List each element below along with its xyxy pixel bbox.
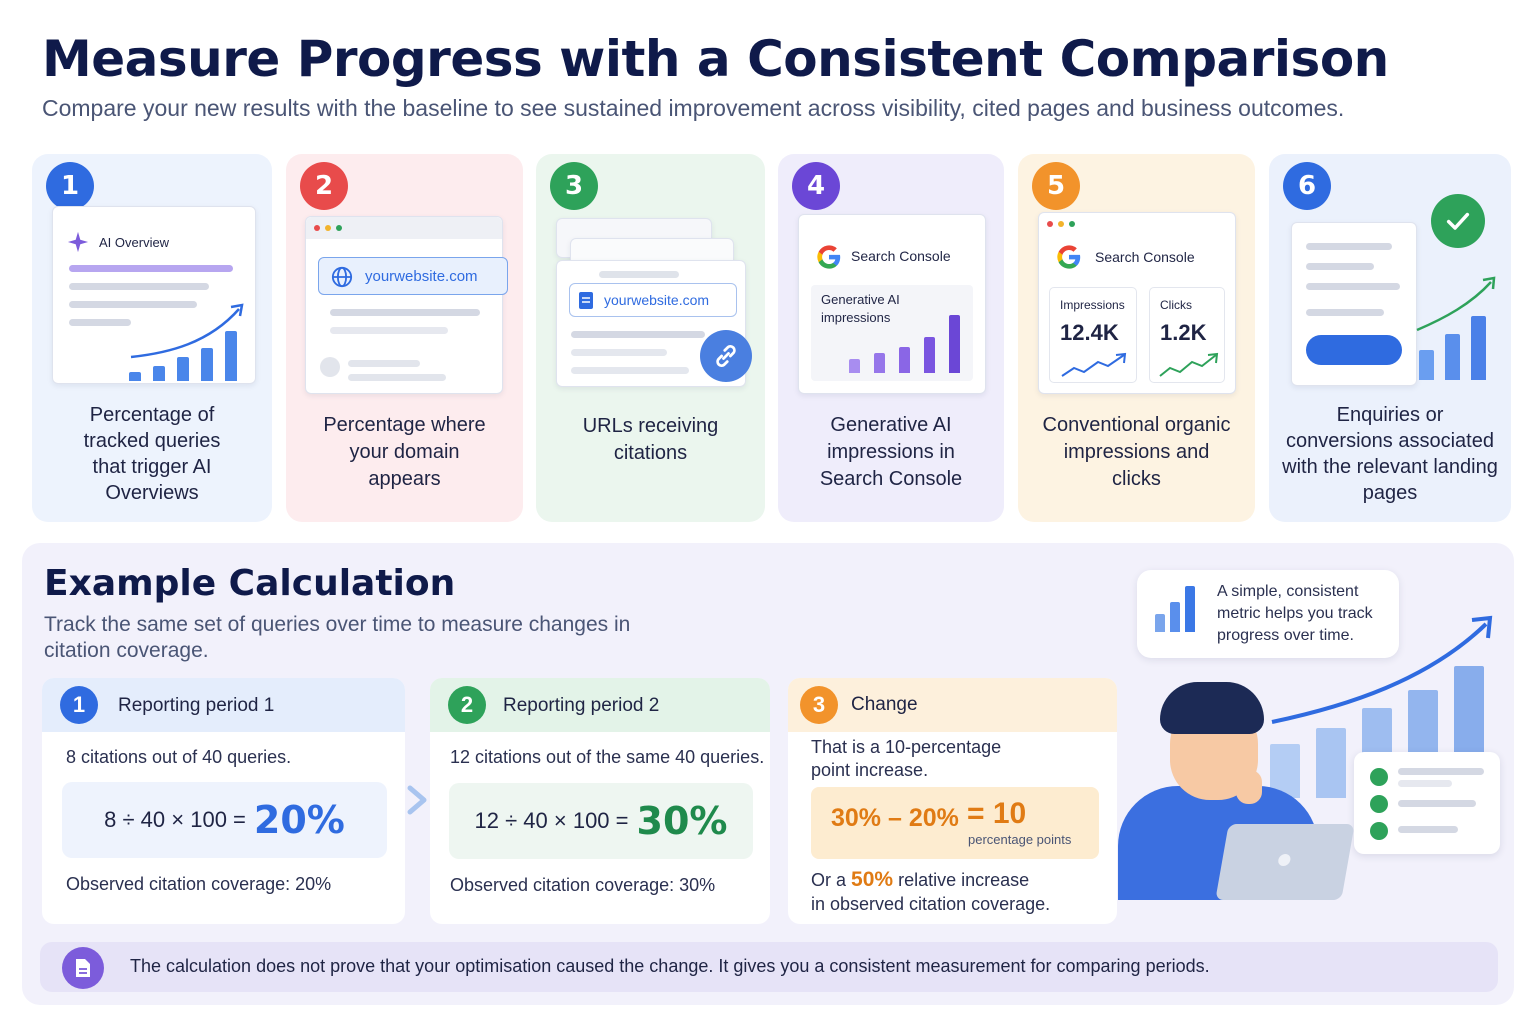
speech-bubble: A simple, consistent metric helps you tr… [1137,570,1399,658]
check-icon [1431,194,1485,248]
relative-increase: Or a 50% relative increase in observed c… [811,868,1051,914]
conversion-button-icon [1306,335,1402,365]
google-icon [817,245,841,269]
step-number-badge: 1 [46,162,94,210]
person-illustration [1118,674,1358,900]
metric-card-1: 1 AI Overview Percentage of tracked quer… [32,154,272,522]
observed-coverage: Observed citation coverage: 30% [450,875,716,895]
step-number-badge: 5 [1032,162,1080,210]
browser-mock: yourwebsite.com [305,216,508,394]
illustration-panel [1118,615,1514,900]
change-card: 3 Change That is a 10-percentage point i… [788,678,1117,924]
change-result: = 10 [967,797,1027,830]
metric-caption: Generative AI impressions in Search Cons… [819,414,963,490]
search-console-mock: Search Console Generative AI impressions [798,214,986,394]
clicks-tile: Clicks 1.2K [1149,287,1225,383]
disclaimer-note: The calculation does not prove that your… [40,942,1498,992]
step-number-badge: 6 [1283,162,1331,210]
metric-caption: Percentage of tracked queries that trigg… [83,404,221,504]
period-description: 12 citations out of the same 40 queries. [450,747,765,767]
section-subtitle: Track the same set of queries over time … [44,613,631,662]
metric-caption: Percentage where your domain appears [323,414,486,490]
check-icon [1370,822,1388,840]
growth-arrow-icon [1271,615,1493,724]
check-icon [1370,768,1388,786]
checklist-card [1354,752,1500,854]
sparkle-icon [67,231,89,253]
period-2-card: 2 Reporting period 2 12 citations out of… [430,678,770,924]
link-icon [700,330,752,382]
period-description: 8 citations out of 40 queries. [66,747,292,767]
metric-caption: Enquiries or conversions associated with… [1282,404,1498,504]
step-number-badge: 3 [800,686,838,724]
bubble-text: A simple, consistent metric helps you tr… [1217,583,1373,644]
section-title: Example Calculation [44,563,456,604]
window-dots [1047,221,1075,227]
step-number-badge: 1 [60,686,98,724]
search-console-mock: Search Console Impressions 12.4K Clicks … [1038,212,1236,394]
bar-chart-icon [1419,314,1495,380]
step-number-badge: 4 [792,162,840,210]
bar-chart-icon [129,327,239,381]
formula-expression: 8 ÷ 40 × 100 = [104,807,246,832]
google-icon [1057,245,1081,269]
impressions-tile: Impressions 12.4K [1049,287,1137,383]
note-text: The calculation does not prove that your… [130,956,1210,976]
change-formula-box: 30% – 20% = 10 percentage points [811,787,1099,859]
period-label: Reporting period 1 [118,695,275,716]
metric-card-6: 6 Enquiries or conversions associated wi… [1269,154,1511,522]
period-label: Change [851,694,918,715]
change-unit: percentage points [968,832,1072,847]
step-number-badge: 3 [550,162,598,210]
metric-card-5: 5 Search Console Impressions 12.4K Click… [1018,154,1255,522]
step-number-badge: 2 [300,162,348,210]
page-title: Measure Progress with a Consistent Compa… [42,30,1389,88]
document-icon [579,292,593,309]
change-expression: 30% – 20% [831,804,959,832]
laptop-icon [1215,824,1355,900]
formula-box: 8 ÷ 40 × 100 = 20% [62,782,387,858]
trend-line-icon [1159,352,1219,377]
globe-icon [331,266,353,288]
bar-chart-icon [849,311,967,373]
mock-sublabel: Generative AI impressions [821,292,900,325]
trend-arrow-icon [130,303,244,359]
observed-coverage: Observed citation coverage: 20% [66,874,332,894]
formula-expression: 12 ÷ 40 × 100 = [474,808,629,833]
period-label: Reporting period 2 [503,695,660,716]
step-number-badge: 2 [448,686,486,724]
chevron-right-icon [407,785,427,815]
formula-result: 20% [253,798,345,842]
document-icon [62,947,104,989]
bar-chart-icon [1155,586,1199,632]
mock-label: AI Overview [99,235,170,250]
domain-address-bar: yourwebsite.com [318,257,508,295]
check-icon [1370,795,1388,813]
period-1-card: 1 Reporting period 1 8 citations out of … [42,678,405,924]
trend-line-icon [1061,352,1127,377]
metric-card-2: 2 yourwebsite.com Percentage where your … [286,154,523,522]
trend-arrow-icon [1416,276,1496,332]
window-dots [314,225,342,231]
metric-card-3: 3 yourwebsite.com URLs receiving citatio… [536,154,765,522]
mock-label: Search Console [851,248,951,264]
formula-box: 12 ÷ 40 × 100 = 30% [449,783,753,859]
domain-text: yourwebsite.com [604,292,710,308]
metric-caption: URLs receiving citations [582,415,719,464]
mock-label: Search Console [1095,249,1195,265]
domain-text: yourwebsite.com [365,268,478,285]
metric-caption: Conventional organic impressions and cli… [1042,414,1231,490]
page-subtitle: Compare your new results with the baseli… [42,95,1345,121]
landing-page-mock [1291,222,1417,386]
ai-overview-mock: AI Overview [52,206,256,384]
formula-result: 30% [636,799,728,843]
metric-card-4: 4 Search Console Generative AI impressio… [778,154,1004,522]
change-description: That is a 10-percentage point increase. [811,737,1002,780]
